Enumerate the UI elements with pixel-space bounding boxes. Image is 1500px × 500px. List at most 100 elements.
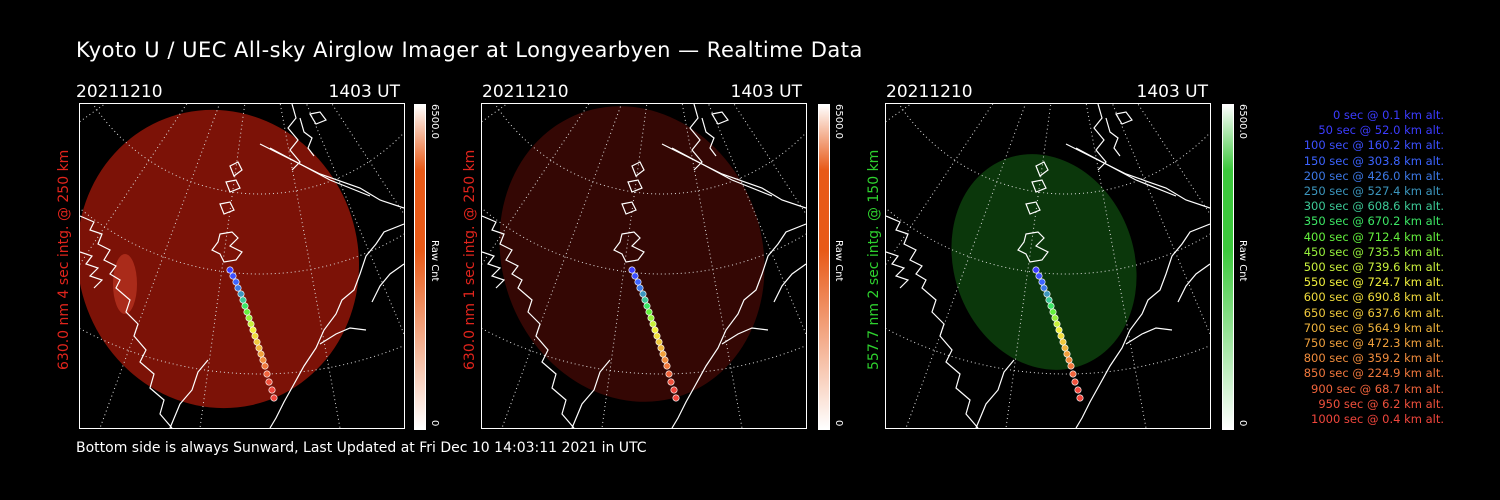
track-point	[1049, 308, 1057, 316]
track-point	[1071, 378, 1079, 386]
track-point	[241, 302, 249, 310]
legend-row: 900 sec @ 68.7 km alt.	[1311, 381, 1444, 396]
track-point	[661, 356, 669, 364]
panel-3-colorbar-unit: Raw Cnt	[1237, 240, 1248, 282]
geo-grid	[886, 104, 1210, 428]
panel-2-date: 20211210	[482, 82, 569, 102]
track-point	[1051, 314, 1059, 322]
panel-2-map-svg	[482, 104, 806, 428]
track-point	[665, 370, 673, 378]
panel-3-label: 557.7 nm 2 sec intg. @ 150 km	[866, 149, 882, 370]
track-point	[229, 272, 237, 280]
legend-row: 250 sec @ 527.4 km alt.	[1303, 184, 1444, 199]
panel-3-colorbar-max: 6500.0	[1237, 104, 1248, 139]
track-point	[268, 386, 276, 394]
legend-row: 950 sec @ 6.2 km alt.	[1318, 396, 1444, 411]
track-point	[1053, 320, 1061, 328]
legend-row: 400 sec @ 712.4 km alt.	[1303, 229, 1444, 244]
panel-3-date: 20211210	[886, 82, 973, 102]
panel-1-colorbar-min: 0	[429, 420, 440, 427]
panel-1-map	[79, 103, 405, 429]
track-point	[1067, 362, 1075, 370]
legend-row: 350 sec @ 670.2 km alt.	[1303, 214, 1444, 229]
panel-1-time: 1403 UT	[328, 82, 401, 102]
track-point	[1059, 338, 1067, 346]
panel-1-colorbar	[414, 104, 426, 430]
track-point	[1065, 356, 1073, 364]
footer-note: Bottom side is always Sunward, Last Upda…	[76, 440, 647, 456]
panel-1-map-svg	[80, 104, 404, 428]
rocket-track	[1032, 266, 1084, 402]
track-point	[265, 378, 273, 386]
track-point	[639, 290, 647, 298]
legend-row: 150 sec @ 303.8 km alt.	[1303, 153, 1444, 168]
track-point	[239, 296, 247, 304]
track-point	[636, 284, 644, 292]
panel-1-colorbar-max: 6500.0	[429, 104, 440, 139]
altitude-legend: 0 sec @ 0.1 km alt. 50 sec @ 52.0 km alt.…	[1262, 108, 1444, 427]
legend-row: 800 sec @ 359.2 km alt.	[1303, 351, 1444, 366]
legend-row: 700 sec @ 564.9 km alt.	[1303, 320, 1444, 335]
panel-2-colorbar-min: 0	[833, 420, 844, 427]
geo-grid	[80, 104, 404, 428]
panel-3-colorbar-min: 0	[1237, 420, 1248, 427]
track-point	[1057, 332, 1065, 340]
track-point	[1069, 370, 1077, 378]
airglow-image	[80, 109, 359, 409]
page-title: Kyoto U / UEC All-sky Airglow Imager at …	[76, 38, 863, 62]
legend-row: 500 sec @ 739.6 km alt.	[1303, 260, 1444, 275]
track-point	[270, 394, 278, 402]
legend-row: 750 sec @ 472.3 km alt.	[1303, 336, 1444, 351]
track-point	[249, 326, 257, 334]
panel-2-time: 1403 UT	[730, 82, 803, 102]
track-point	[243, 308, 251, 316]
track-point	[257, 350, 265, 358]
panel-2-map	[481, 103, 807, 429]
panel-1-label: 630.0 nm 4 sec intg. @ 250 km	[56, 149, 72, 370]
track-point	[259, 356, 267, 364]
track-point	[1043, 290, 1051, 298]
airglow-image	[499, 106, 765, 402]
track-point	[247, 320, 255, 328]
legend-row: 0 sec @ 0.1 km alt.	[1332, 108, 1444, 122]
panel-3-map-svg	[886, 104, 1210, 428]
track-point	[1040, 284, 1048, 292]
track-point	[234, 284, 242, 292]
track-point	[1047, 302, 1055, 310]
track-point	[1063, 350, 1071, 358]
track-point	[651, 326, 659, 334]
aurora-glow	[113, 254, 137, 314]
legend-row: 300 sec @ 608.6 km alt.	[1303, 199, 1444, 214]
legend-row: 100 sec @ 160.2 km alt.	[1303, 138, 1444, 153]
legend-row: 550 sec @ 724.7 km alt.	[1303, 275, 1444, 290]
track-point	[237, 290, 245, 298]
airglow-image	[951, 154, 1137, 370]
track-point	[649, 320, 657, 328]
legend-row: 50 sec @ 52.0 km alt.	[1318, 123, 1444, 138]
legend-row: 600 sec @ 690.8 km alt.	[1303, 290, 1444, 305]
track-point	[263, 370, 271, 378]
track-point	[251, 332, 259, 340]
legend-row: 1000 sec @ 0.4 km alt.	[1311, 412, 1444, 427]
legend-row: 200 sec @ 426.0 km alt.	[1303, 168, 1444, 183]
track-point	[255, 344, 263, 352]
panel-1-colorbar-unit: Raw Cnt	[429, 240, 440, 282]
panel-2-colorbar-max: 6500.0	[833, 104, 844, 139]
panel-3-map	[885, 103, 1211, 429]
panel-1-date: 20211210	[76, 82, 163, 102]
track-point	[1045, 296, 1053, 304]
track-point	[1055, 326, 1063, 334]
track-point	[245, 314, 253, 322]
track-point	[1038, 278, 1046, 286]
track-point	[1076, 394, 1084, 402]
panel-2-label: 630.0 nm 1 sec intg. @ 250 km	[462, 149, 478, 370]
track-point	[1074, 386, 1082, 394]
legend-row: 650 sec @ 637.6 km alt.	[1303, 305, 1444, 320]
track-point	[653, 332, 661, 340]
track-point	[647, 314, 655, 322]
track-point	[232, 278, 240, 286]
rocket-track	[628, 266, 680, 402]
legend-row: 450 sec @ 735.5 km alt.	[1303, 244, 1444, 259]
coastline	[886, 104, 1210, 428]
track-point	[643, 302, 651, 310]
